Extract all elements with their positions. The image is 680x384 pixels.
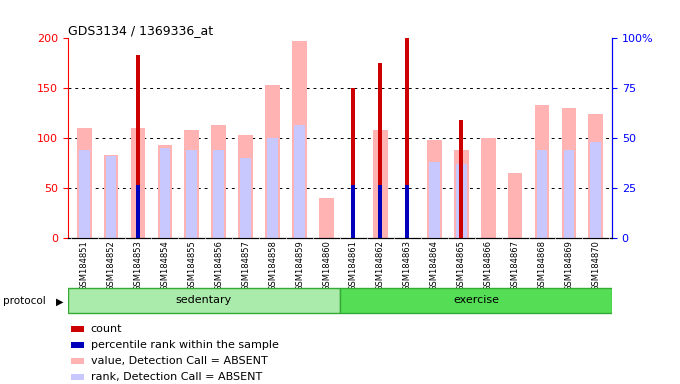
Bar	[459, 120, 463, 238]
Bar	[340, 288, 612, 313]
Text: percentile rank within the sample: percentile rank within the sample	[91, 340, 279, 350]
Text: rank, Detection Call = ABSENT: rank, Detection Call = ABSENT	[91, 372, 262, 382]
Bar	[429, 162, 440, 238]
Bar	[562, 108, 577, 238]
Bar	[71, 342, 84, 348]
Bar	[352, 185, 356, 238]
Bar	[427, 140, 442, 238]
Bar	[292, 41, 307, 238]
Text: GDS3134 / 1369336_at: GDS3134 / 1369336_at	[68, 24, 213, 37]
Bar	[160, 148, 170, 238]
Text: protocol: protocol	[3, 296, 46, 306]
Text: GSM184857: GSM184857	[241, 240, 250, 291]
Bar	[319, 198, 334, 238]
Bar	[158, 145, 172, 238]
Text: GSM184856: GSM184856	[214, 240, 223, 291]
Bar	[588, 114, 603, 238]
Bar	[456, 164, 466, 238]
Bar	[240, 158, 251, 238]
Text: GSM184854: GSM184854	[160, 240, 169, 291]
Text: sedentary: sedentary	[176, 295, 232, 306]
Bar	[136, 185, 140, 238]
Bar	[564, 150, 575, 238]
Bar	[378, 63, 382, 238]
Bar	[71, 326, 84, 332]
Bar	[590, 142, 601, 238]
Bar	[105, 156, 116, 238]
Bar	[352, 88, 356, 238]
Bar	[186, 150, 197, 238]
Bar	[373, 130, 388, 238]
Bar	[184, 130, 199, 238]
Text: GSM184853: GSM184853	[133, 240, 143, 291]
Bar	[77, 128, 92, 238]
Bar	[211, 125, 226, 238]
Bar	[131, 128, 146, 238]
Text: GSM184855: GSM184855	[188, 240, 197, 291]
Bar	[136, 55, 140, 238]
Bar	[534, 105, 549, 238]
Text: ▶: ▶	[56, 296, 64, 306]
Bar	[267, 138, 278, 238]
Text: GSM184868: GSM184868	[537, 240, 547, 291]
Bar	[103, 155, 118, 238]
Text: GSM184862: GSM184862	[376, 240, 385, 291]
Text: GSM184869: GSM184869	[564, 240, 573, 291]
Text: count: count	[91, 324, 122, 334]
Bar	[405, 38, 409, 238]
Bar	[405, 185, 409, 238]
Bar	[265, 85, 280, 238]
Text: value, Detection Call = ABSENT: value, Detection Call = ABSENT	[91, 356, 268, 366]
Text: GSM184852: GSM184852	[107, 240, 116, 291]
Bar	[537, 150, 547, 238]
Bar	[378, 185, 382, 238]
Bar	[214, 150, 224, 238]
Text: GSM184870: GSM184870	[592, 240, 600, 291]
Text: GSM184861: GSM184861	[349, 240, 358, 291]
Text: GSM184866: GSM184866	[483, 240, 492, 291]
Text: GSM184860: GSM184860	[322, 240, 331, 291]
Text: GSM184863: GSM184863	[403, 240, 412, 291]
Bar	[238, 135, 253, 238]
Bar	[79, 150, 90, 238]
Bar	[508, 173, 522, 238]
Bar	[481, 138, 496, 238]
Bar	[68, 288, 340, 313]
Text: GSM184867: GSM184867	[511, 240, 520, 291]
Text: GSM184865: GSM184865	[457, 240, 466, 291]
Text: exercise: exercise	[453, 295, 499, 306]
Text: GSM184864: GSM184864	[430, 240, 439, 291]
Bar	[294, 125, 305, 238]
Bar	[71, 358, 84, 364]
Text: GSM184851: GSM184851	[80, 240, 88, 291]
Text: GSM184859: GSM184859	[295, 240, 304, 291]
Bar	[454, 150, 469, 238]
Text: GSM184858: GSM184858	[268, 240, 277, 291]
Bar	[71, 374, 84, 380]
